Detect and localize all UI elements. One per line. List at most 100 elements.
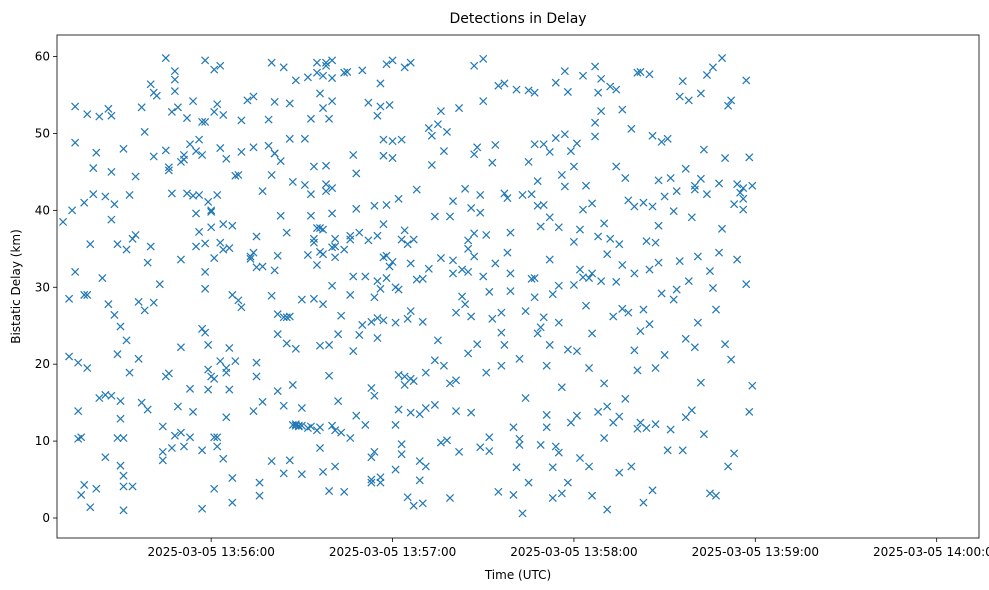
- data-point-marker: [615, 240, 624, 249]
- data-point-marker: [164, 166, 173, 175]
- data-point-marker: [249, 92, 258, 101]
- data-point-marker: [736, 188, 745, 197]
- data-point-marker: [745, 407, 754, 416]
- x-ticks: 2025-03-05 13:56:00 2025-03-05 13:57:00 20…: [147, 538, 989, 559]
- data-point-marker: [158, 447, 167, 456]
- data-point-marker: [80, 480, 89, 489]
- data-point-marker: [125, 368, 134, 377]
- data-point-marker: [143, 405, 152, 414]
- data-point-marker: [606, 234, 615, 243]
- data-point-marker: [681, 413, 690, 422]
- data-point-marker: [427, 131, 436, 140]
- data-point-marker: [328, 56, 337, 65]
- data-point-marker: [594, 407, 603, 416]
- data-point-marker: [705, 489, 714, 498]
- data-point-marker: [128, 482, 137, 491]
- data-point-marker: [503, 248, 512, 257]
- data-point-marker: [711, 305, 721, 314]
- data-point-marker: [506, 228, 515, 237]
- data-point-marker: [116, 414, 125, 423]
- data-point-marker: [318, 71, 328, 80]
- data-point-marker: [176, 255, 185, 264]
- data-point-marker: [702, 70, 711, 80]
- data-point-marker: [385, 100, 394, 110]
- data-point-marker: [560, 130, 569, 139]
- data-point-marker: [367, 478, 376, 487]
- data-point-marker: [258, 397, 267, 406]
- data-point-marker: [68, 206, 77, 215]
- data-point-marker: [569, 237, 578, 246]
- data-point-marker: [318, 300, 328, 309]
- data-point-marker: [198, 150, 207, 160]
- data-point-marker: [624, 308, 633, 317]
- y-tick-label: 0: [42, 511, 50, 525]
- data-point-marker: [228, 473, 237, 483]
- data-point-marker: [267, 170, 276, 180]
- data-point-marker: [237, 116, 246, 125]
- data-point-marker: [536, 440, 545, 449]
- data-point-marker: [524, 86, 533, 95]
- data-point-marker: [721, 340, 730, 349]
- data-point-marker: [467, 312, 476, 321]
- data-point-marker: [739, 194, 748, 203]
- data-point-marker: [618, 105, 627, 114]
- data-point-marker: [585, 364, 594, 373]
- data-point-marker: [424, 264, 433, 273]
- data-point-marker: [639, 198, 648, 207]
- data-point-marker: [715, 179, 724, 188]
- data-point-marker: [409, 235, 418, 244]
- data-point-marker: [270, 97, 279, 106]
- data-point-marker: [267, 457, 276, 466]
- data-point-marker: [192, 242, 201, 251]
- data-point-marker: [588, 491, 597, 500]
- data-point-marker: [612, 277, 621, 286]
- data-point-marker: [618, 304, 627, 313]
- data-point-marker: [406, 307, 415, 316]
- data-point-marker: [349, 150, 358, 160]
- data-point-marker: [663, 446, 672, 455]
- data-point-marker: [228, 498, 237, 507]
- data-point-marker: [364, 236, 373, 245]
- data-point-marker: [397, 450, 406, 459]
- data-point-marker: [409, 501, 418, 510]
- data-point-marker: [364, 98, 373, 107]
- data-point-marker: [678, 446, 687, 455]
- data-point-marker: [391, 420, 400, 429]
- data-point-marker: [65, 352, 74, 361]
- data-point-marker: [352, 411, 361, 420]
- data-point-marker: [146, 80, 155, 89]
- data-point-marker: [291, 421, 300, 430]
- data-point-marker: [270, 149, 279, 158]
- data-point-marker: [654, 176, 663, 185]
- data-point-marker: [167, 443, 176, 453]
- data-point-marker: [170, 75, 179, 84]
- data-point-marker: [578, 71, 588, 80]
- data-point-marker: [270, 266, 279, 275]
- data-point-marker: [394, 405, 403, 414]
- data-point-marker: [433, 120, 442, 129]
- data-point-marker: [678, 77, 687, 86]
- data-point-marker: [533, 177, 542, 186]
- data-point-marker: [107, 167, 116, 176]
- data-point-marker: [237, 303, 246, 312]
- data-point-marker: [288, 380, 297, 389]
- data-point-marker: [415, 410, 424, 419]
- data-point-marker: [71, 267, 80, 276]
- x-tick-label: 2025-03-05 13:56:00: [147, 545, 274, 559]
- data-point-marker: [325, 371, 334, 380]
- data-point-marker: [436, 254, 445, 263]
- data-point-marker: [600, 379, 609, 388]
- data-point-marker: [355, 228, 364, 237]
- data-point-marker: [170, 67, 179, 76]
- data-point-marker: [391, 318, 400, 327]
- data-point-marker: [116, 461, 125, 470]
- data-point-marker: [322, 161, 331, 170]
- data-point-marker: [315, 443, 325, 453]
- data-point-marker: [470, 150, 479, 159]
- data-point-marker: [548, 463, 557, 472]
- data-point-marker: [328, 209, 337, 218]
- data-point-marker: [530, 140, 539, 149]
- data-point-marker: [201, 267, 210, 276]
- data-point-marker: [328, 184, 337, 193]
- data-point-marker: [71, 138, 80, 147]
